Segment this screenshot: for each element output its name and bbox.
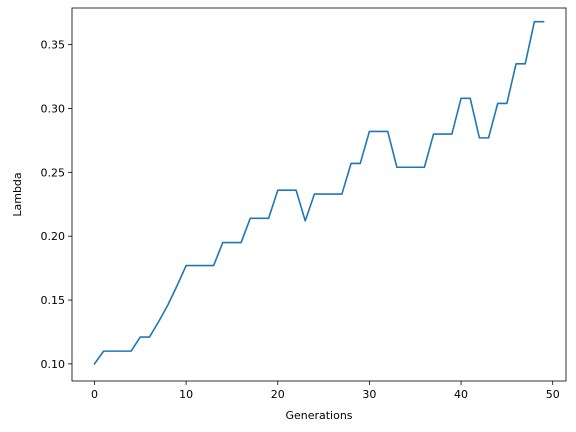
y-tick-label: 0.30: [41, 102, 66, 115]
y-tick-label: 0.15: [41, 294, 66, 307]
x-axis-ticks: 0 10 20 30 40 50: [91, 381, 560, 401]
x-tick-label: 20: [271, 388, 285, 401]
x-tick-label: 0: [91, 388, 98, 401]
x-tick-label: 30: [362, 388, 376, 401]
plot-frame: [71, 7, 567, 382]
y-tick-label: 0.35: [41, 39, 66, 52]
y-tick-label: 0.10: [41, 358, 66, 371]
y-axis-label: Lambda: [11, 172, 24, 216]
x-axis-label: Generations: [285, 409, 352, 422]
series-layer: [93, 20, 545, 366]
x-tick-label: 10: [179, 388, 193, 401]
y-tick-label: 0.20: [41, 230, 66, 243]
series-line-0: [93, 20, 545, 366]
x-tick-label: 40: [454, 388, 468, 401]
y-tick-label: 0.25: [41, 166, 66, 179]
y-axis-ticks: 0.10 0.15 0.20 0.25 0.30 0.35: [41, 39, 72, 371]
x-tick-label: 50: [546, 388, 560, 401]
